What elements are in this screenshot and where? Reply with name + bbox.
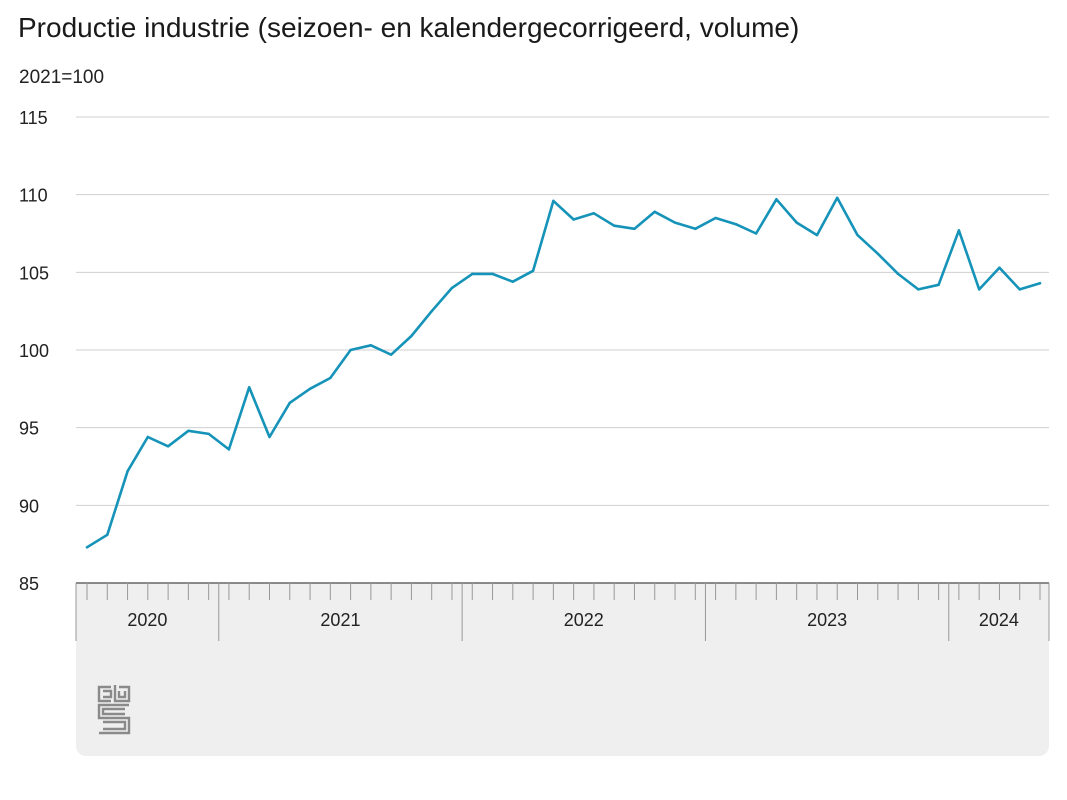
- series-layer: [85, 196, 1042, 549]
- data-point: [511, 280, 515, 283]
- data-point: [653, 210, 656, 213]
- data-point: [714, 216, 717, 220]
- y-tick-label: 105: [19, 263, 49, 283]
- data-point: [694, 227, 697, 231]
- y-tick-label: 100: [19, 341, 49, 361]
- y-tick-label: 115: [19, 108, 48, 128]
- data-point: [389, 353, 393, 356]
- data-point: [977, 288, 981, 291]
- data-point: [187, 429, 190, 432]
- data-point: [815, 233, 819, 237]
- data-point: [126, 469, 129, 473]
- footer-panel: [76, 583, 1049, 756]
- data-point: [836, 196, 839, 199]
- data-point: [775, 198, 778, 201]
- data-point: [308, 387, 312, 391]
- data-point: [207, 432, 210, 436]
- data-point: [369, 344, 373, 347]
- y-axis-unit-label: 2021=100: [19, 67, 105, 88]
- data-point: [754, 232, 758, 235]
- data-point: [491, 272, 494, 276]
- data-point: [349, 348, 352, 352]
- data-point: [876, 252, 879, 255]
- series-line: [85, 196, 1042, 549]
- data-point: [329, 376, 332, 380]
- data-point: [937, 283, 940, 286]
- y-tick-label: 85: [19, 574, 39, 594]
- data-point: [106, 533, 109, 537]
- x-year-label: 2023: [807, 610, 847, 630]
- data-point: [166, 445, 170, 448]
- cbs-logo: [97, 685, 131, 735]
- data-point: [450, 286, 454, 290]
- x-year-label: 2020: [127, 610, 167, 630]
- data-point: [957, 229, 961, 232]
- grid-lines: [76, 116, 1049, 506]
- data-point: [410, 334, 413, 338]
- chart-title: Productie industrie (seizoen- en kalende…: [18, 12, 800, 43]
- data-point: [552, 199, 555, 203]
- y-tick-label: 95: [19, 419, 39, 439]
- data-point: [227, 448, 231, 451]
- data-point: [268, 435, 271, 439]
- x-year-label: 2024: [979, 610, 1019, 630]
- y-tick-labels: 85 90 95 100 105 110 115: [19, 108, 49, 594]
- data-point: [896, 272, 900, 276]
- data-point: [572, 218, 575, 221]
- y-tick-label: 110: [19, 186, 48, 206]
- data-point: [592, 212, 596, 215]
- data-point: [146, 435, 150, 439]
- data-point: [531, 269, 535, 272]
- data-point: [248, 386, 251, 389]
- data-point: [734, 222, 738, 226]
- data-point: [795, 221, 798, 224]
- data-point: [1018, 288, 1021, 291]
- data-point: [430, 309, 433, 313]
- data-point: [633, 227, 636, 231]
- y-tick-label: 90: [19, 496, 39, 516]
- data-point: [998, 266, 1001, 269]
- data-point: [612, 224, 616, 227]
- data-point: [673, 221, 677, 224]
- data-point: [917, 288, 920, 291]
- x-axis: 2020 2021 2022 2023 2024: [75, 582, 1050, 641]
- data-point: [1038, 282, 1042, 285]
- x-year-label: 2022: [564, 610, 604, 630]
- data-point: [288, 401, 291, 405]
- x-year-label: 2021: [320, 610, 360, 630]
- data-point: [471, 272, 474, 276]
- data-point: [85, 546, 89, 549]
- data-point: [856, 233, 859, 237]
